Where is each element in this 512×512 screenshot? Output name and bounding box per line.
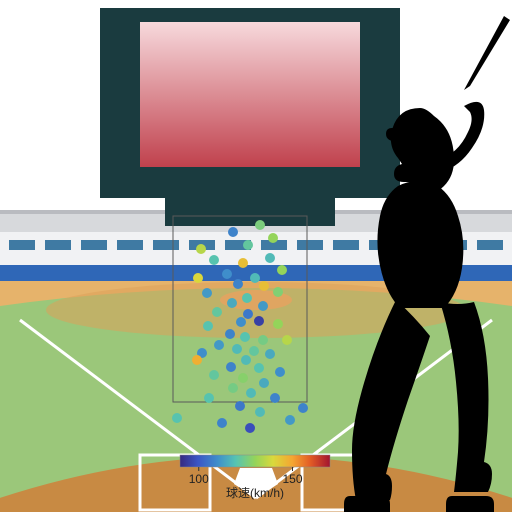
pitch-point [204,393,214,403]
scoreboard-stand [165,198,335,226]
pitch-point [240,332,250,342]
pitch-point [268,233,278,243]
pitch-point [227,298,237,308]
pitch-point [209,255,219,265]
stands-window [45,240,71,250]
colorbar-axis-label: 球速(km/h) [226,486,284,500]
pitch-point [243,309,253,319]
bat [464,16,510,90]
batter-torso [377,181,463,308]
pitch-point [246,388,256,398]
pitch-point [235,401,245,411]
stands-window [9,240,35,250]
pitch-point [225,329,235,339]
pitch-point [212,307,222,317]
pitch-point [233,279,243,289]
scoreboard-panel [140,22,360,167]
pitch-point [255,220,265,230]
pitch-point [282,335,292,345]
pitch-point [270,393,280,403]
pitch-point [258,335,268,345]
pitch-point [192,355,202,365]
pitch-chart: 100 150球速(km/h) [0,0,512,512]
pitch-point [228,227,238,237]
pitch-point [250,273,260,283]
stands-window [153,240,179,250]
pitch-point [193,273,203,283]
pitch-point [265,349,275,359]
stands-window [333,240,359,250]
pitch-point [209,370,219,380]
pitch-point [217,418,227,428]
colorbar-tick-label: 150 [282,472,302,486]
pitch-point [249,346,259,356]
pitch-point [259,281,269,291]
pitch-point [277,265,287,275]
pitch-point [196,244,206,254]
pitch-point [241,355,251,365]
stands-window [477,240,503,250]
pitch-point [259,378,269,388]
pitch-point [243,240,253,250]
pitch-point [265,253,275,263]
pitch-point [245,423,255,433]
pitch-point [226,362,236,372]
pitch-point [242,293,252,303]
pitch-point [232,344,242,354]
pitch-point [238,258,248,268]
pitch-point [202,288,212,298]
pitch-point [236,317,246,327]
stands-window [297,240,323,250]
pitch-point [258,301,268,311]
pitch-point [298,403,308,413]
batter-front-foot [344,496,390,512]
colorbar [180,455,330,467]
pitch-point [228,383,238,393]
pitch-point [238,373,248,383]
stands-window [81,240,107,250]
pitch-point [254,316,264,326]
pitch-point [275,367,285,377]
pitch-point [255,407,265,417]
pitch-point [203,321,213,331]
pitch-point [254,363,264,373]
pitch-point [172,413,182,423]
pitch-point [273,319,283,329]
pitch-point [273,287,283,297]
pitch-point [222,269,232,279]
batter-back-foot [446,496,494,512]
pitch-point [214,340,224,350]
stands-window [117,240,143,250]
colorbar-tick-label: 100 [189,472,209,486]
pitch-point [285,415,295,425]
